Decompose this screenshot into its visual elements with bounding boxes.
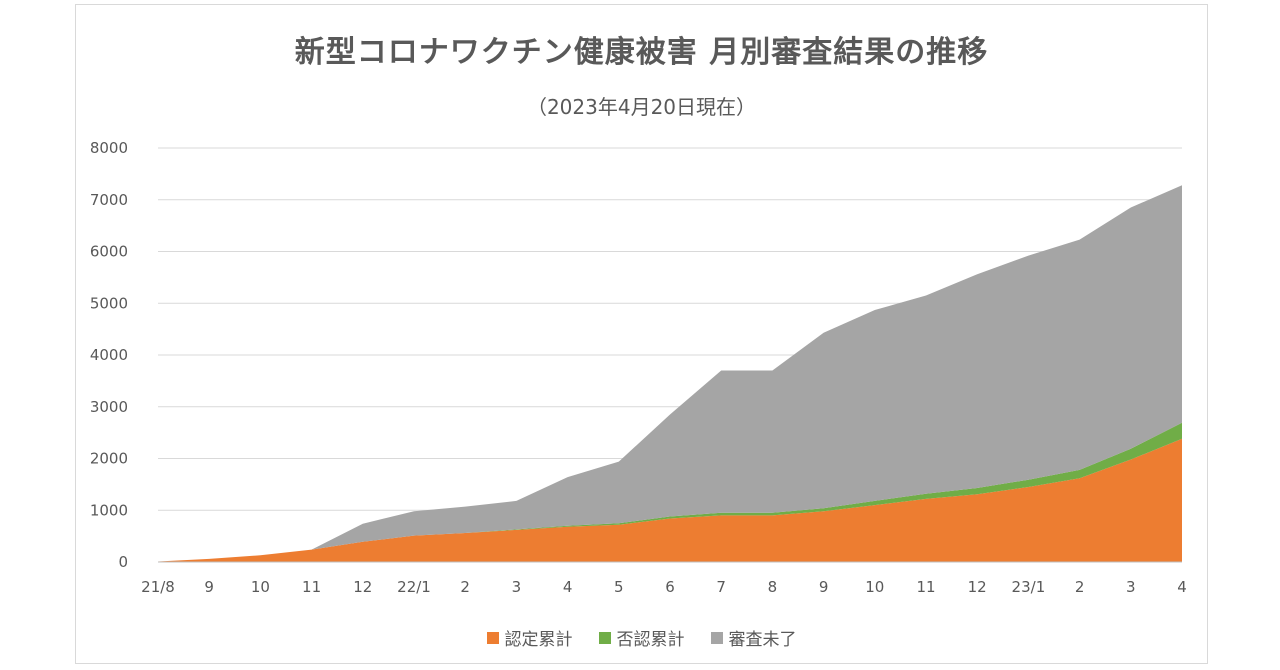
series-area-1 [158,422,1182,562]
x-tick-label: 2 [460,578,470,596]
x-tick-label: 21/8 [141,578,175,596]
y-tick-label: 5000 [90,294,128,312]
y-tick-label: 7000 [90,191,128,209]
legend-swatch [710,631,723,644]
x-tick-label: 3 [1126,578,1136,596]
series-area-0 [158,438,1182,562]
legend-label: 認定累計 [504,630,573,650]
y-tick-label: 1000 [90,501,128,519]
y-tick-label: 2000 [90,450,128,468]
x-tick-label: 10 [865,578,884,596]
legend-label: 審査未了 [728,630,797,650]
chart-title: 新型コロナワクチン健康被害 月別審査結果の推移 [294,35,989,70]
x-tick-label: 11 [916,578,935,596]
chart-subtitle: （2023年4月20日現在） [526,95,757,119]
legend-item: 認定累計 [486,625,573,650]
y-tick-label: 4000 [90,346,128,364]
series-area-2 [158,185,1182,562]
legend-item: 審査未了 [710,625,797,650]
x-tick-label: 5 [614,578,624,596]
x-tick-label: 9 [204,578,214,596]
x-tick-label: 7 [716,578,726,596]
chart-frame: 新型コロナワクチン健康被害 月別審査結果の推移 （2023年4月20日現在） 0… [75,4,1208,664]
legend-swatch [598,631,611,644]
legend-label: 否認累計 [616,630,685,650]
x-tick-label: 4 [1177,578,1187,596]
area-chart: 0 1000 2000 3000 4000 5000 6000 7000 8000 21/8 9 10… [90,139,1187,596]
legend: 認定累計 否認累計 審査未了 [76,625,1207,650]
x-tick-label: 11 [302,578,321,596]
x-tick-label: 12 [353,578,372,596]
x-tick-label: 12 [968,578,987,596]
y-tick-label: 6000 [90,243,128,261]
x-tick-label: 22/1 [397,578,431,596]
y-tick-label: 8000 [90,139,128,157]
y-tick-label: 3000 [90,398,128,416]
y-tick-label: 0 [118,553,128,571]
x-tick-label: 2 [1075,578,1085,596]
x-tick-label: 9 [819,578,829,596]
legend-item: 否認累計 [598,625,685,650]
x-tick-label: 3 [512,578,522,596]
x-tick-label: 8 [768,578,778,596]
x-tick-label: 6 [665,578,675,596]
x-tick-label: 10 [251,578,270,596]
legend-swatch [486,631,499,644]
x-tick-label: 4 [563,578,573,596]
x-tick-label: 23/1 [1012,578,1046,596]
